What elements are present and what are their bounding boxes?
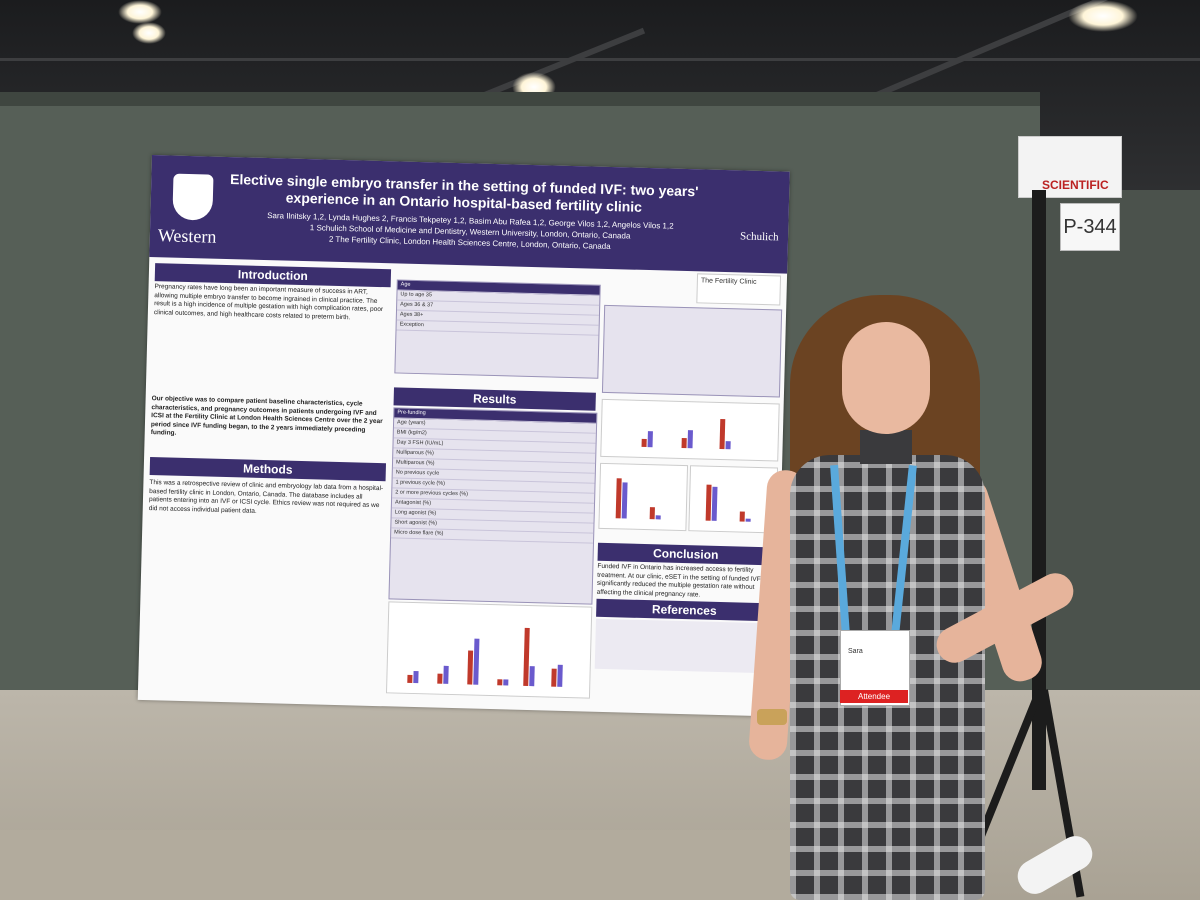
ceiling-light: [1068, 0, 1138, 32]
chart-bar: [655, 515, 661, 520]
embryo-transfer-chart: [600, 398, 780, 462]
chart-bar: [473, 638, 480, 685]
chart-bar: [497, 679, 503, 686]
chart-bar: [681, 437, 687, 449]
chart-bar: [551, 668, 557, 687]
chart-bar: [407, 674, 413, 683]
intro-text: Pregnancy rates have long been an import…: [153, 283, 384, 321]
ceiling-light: [118, 0, 162, 24]
age-table: Age Up to age 35 Ages 36 & 37 Ages 38+ E…: [394, 279, 601, 379]
hanging-sign: [1018, 136, 1122, 198]
chart-bar: [467, 650, 474, 685]
chart-bar: [529, 666, 535, 687]
chart-bar: [687, 430, 693, 449]
objective-text: Our objective was to compare patient bas…: [150, 395, 383, 437]
references-heading: References: [596, 598, 773, 622]
western-logo-text: Western: [157, 225, 217, 247]
hanging-sign-text: SCIENTIFIC: [1042, 178, 1109, 192]
adjacent-poster-board: [1040, 190, 1200, 690]
chart-bar: [413, 671, 419, 684]
chart-bar: [443, 665, 449, 684]
floor-strip: [0, 830, 800, 900]
chart-bar: [649, 507, 655, 520]
conclusion-heading: Conclusion: [597, 542, 774, 566]
chart-bar: [557, 664, 563, 687]
booth-number: P-344: [1060, 203, 1120, 251]
methods-text: This was a retrospective review of clini…: [148, 479, 384, 515]
badge-role: Attendee: [840, 690, 908, 703]
badge-name: Sara: [848, 648, 863, 655]
infertility-diagnosis-chart: [385, 601, 593, 699]
research-poster: Western Elective single embryo transfer …: [137, 155, 790, 717]
poster-authors: Sara Ilnitsky 1,2, Lynda Hughes 2, Franc…: [250, 210, 691, 255]
ceiling-light: [132, 22, 166, 44]
schulich-logo-text: Schulich: [739, 230, 779, 244]
presenter-neck: [860, 430, 912, 464]
chart-bar: [503, 679, 509, 686]
results-table: Pre-funding Age (years) BMI (kg/m2) Day …: [388, 407, 598, 605]
chart-bar: [641, 438, 647, 448]
chart-bar: [711, 486, 718, 521]
pregnancy-rate-chart: [598, 462, 689, 532]
chart-bar: [745, 518, 751, 522]
western-shield-icon: [172, 173, 214, 221]
clinic-logo: The Fertility Clinic: [696, 273, 782, 306]
ceiling-beam: [0, 58, 1200, 61]
methods-heading: Methods: [149, 457, 387, 482]
chart-bar: [647, 431, 653, 448]
presenter-face: [842, 322, 930, 434]
wristwatch-icon: [757, 709, 787, 725]
chart-bar: [621, 482, 628, 519]
chart-bar: [739, 511, 745, 522]
chart-bar: [437, 673, 443, 684]
poster-header: Western Elective single embryo transfer …: [149, 155, 790, 274]
chart-bar: [719, 418, 726, 450]
results-heading: Results: [393, 387, 596, 411]
conclusion-text: Funded IVF in Ontario has increased acce…: [596, 562, 774, 599]
references-list: [594, 618, 772, 674]
cycle-table: [601, 304, 783, 398]
chart-bar: [725, 441, 731, 450]
chart-bar: [705, 484, 712, 521]
